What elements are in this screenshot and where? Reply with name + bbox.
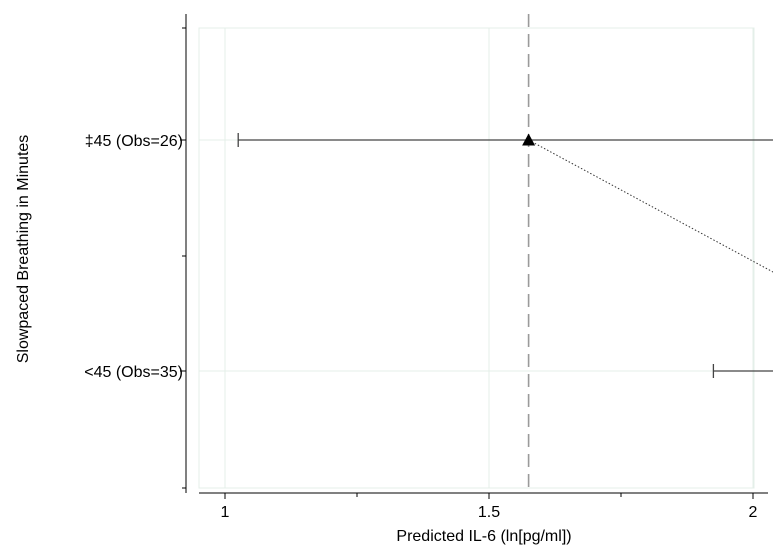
x-tick-label: 1 bbox=[221, 504, 230, 521]
x-axis-title: Predicted IL-6 (ln[pg/ml]) bbox=[396, 528, 571, 545]
y-axis-title: Slowpaced Breathing in Minutes bbox=[15, 135, 32, 364]
plot-region bbox=[198, 27, 755, 489]
triangle-marker bbox=[522, 133, 536, 146]
connector-line bbox=[528, 139, 773, 273]
axes: 11.522.53‡45 (Obs=26)<45 (Obs=35) bbox=[84, 14, 768, 521]
data-marks bbox=[237, 133, 773, 378]
connector-segment bbox=[528, 139, 773, 273]
y-tick-label: ‡45 (Obs=26) bbox=[85, 133, 183, 150]
plot-frame bbox=[198, 27, 755, 489]
x-tick-label: 2 bbox=[749, 504, 758, 521]
y-tick-label: <45 (Obs=35) bbox=[84, 364, 183, 381]
x-tick-label: 1.5 bbox=[478, 504, 500, 521]
grid-lines bbox=[199, 28, 754, 488]
